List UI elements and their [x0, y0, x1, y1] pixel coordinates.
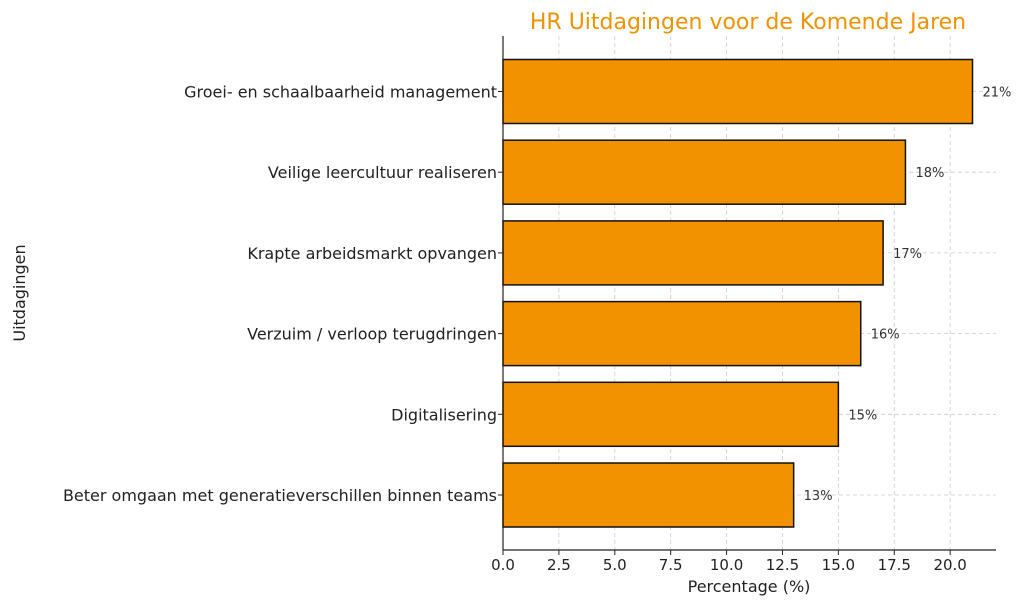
data-labels: 21% 18% 17% 16% 15% 13% [804, 86, 1012, 505]
category-label: Krapte arbeidsmarkt opvangen [247, 244, 497, 263]
x-tick-label: 7.5 [659, 556, 683, 574]
category-label: Verzuim / verloop terugdringen [247, 325, 497, 344]
bar [502, 381, 840, 448]
bar [502, 58, 974, 125]
bar-value-label: 13% [804, 489, 833, 504]
y-axis-title: Uitdagingen [10, 244, 29, 341]
x-tick-label: 0.0 [491, 556, 515, 574]
bar-value-label: 21% [983, 86, 1012, 101]
bar-value-label: 15% [848, 408, 877, 423]
bar [502, 462, 795, 528]
bar [502, 300, 862, 367]
bar-value-label: 18% [915, 166, 944, 181]
category-label: Veilige leercultuur realiseren [268, 163, 497, 182]
bars [502, 58, 974, 528]
x-tick-label: 5.0 [603, 556, 627, 574]
x-tick-label: 20.0 [933, 556, 966, 574]
bar [502, 220, 884, 286]
category-label: Groei- en schaalbaarheid management [184, 83, 497, 102]
x-tick-label: 12.5 [766, 556, 799, 574]
category-labels: Groei- en schaalbaarheid management Veili… [63, 83, 503, 505]
bar-value-label: 17% [893, 247, 922, 262]
category-label: Beter omgaan met generatieverschillen bi… [63, 486, 497, 505]
x-tick-labels: 0.0 2.5 5.0 7.5 10.0 12.5 15.0 17.5 20.0 [491, 550, 967, 574]
x-tick-label: 15.0 [822, 556, 855, 574]
category-label: Digitalisering [391, 405, 497, 424]
chart-title: HR Uitdagingen voor de Komende Jaren [530, 10, 966, 35]
x-tick-label: 10.0 [710, 556, 743, 574]
bar [502, 139, 907, 205]
bar-value-label: 16% [871, 328, 900, 343]
x-axis-title: Percentage (%) [688, 577, 811, 596]
x-tick-label: 2.5 [547, 556, 571, 574]
x-tick-label: 17.5 [878, 556, 911, 574]
